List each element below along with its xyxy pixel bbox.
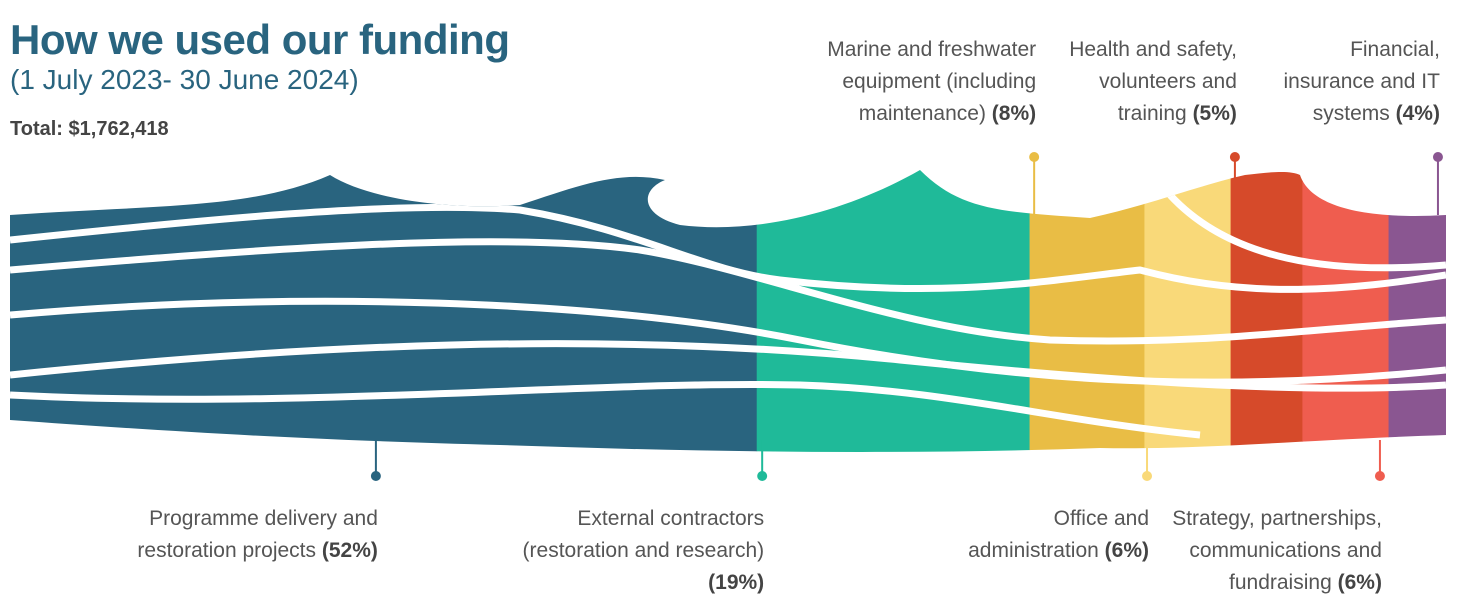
segment <box>1388 170 1446 452</box>
segment-label: Office and administration (6%) <box>964 503 1149 567</box>
segment-label: External contractors (restoration and re… <box>519 503 765 599</box>
segment-label: Strategy, partnerships, communications a… <box>1107 503 1382 599</box>
value-label: (19%) <box>708 571 765 594</box>
pin-dot <box>1374 471 1385 481</box>
wave-lines <box>10 192 1446 439</box>
category-name: Marine and freshwater equipment (includi… <box>827 38 1037 125</box>
category-name: Health and safety, volunteers and traini… <box>1069 38 1237 125</box>
total-prefix: Total: <box>10 118 63 140</box>
pin-dot <box>757 471 768 481</box>
category-name: Strategy, partnerships, communications a… <box>1172 507 1382 594</box>
segment <box>10 170 758 452</box>
total-value: $1,762,418 <box>68 118 169 140</box>
pin-dot <box>1029 152 1040 162</box>
segment <box>1302 170 1390 452</box>
category-name: External contractors (restoration and re… <box>522 507 765 562</box>
category-name: Programme delivery and restoration proje… <box>137 507 378 562</box>
value-label: (6%) <box>1104 539 1150 562</box>
pin-group <box>370 152 1443 481</box>
chart-subtitle: (1 July 2023- 30 June 2024) <box>10 64 359 95</box>
segment-label: Marine and freshwater equipment (includi… <box>761 34 1036 130</box>
pin-dot <box>370 471 381 481</box>
value-label: (8%) <box>991 102 1037 125</box>
pin-dot <box>1432 152 1443 162</box>
segment <box>756 170 1031 452</box>
segment-label: Financial, insurance and IT systems (4%) <box>1260 34 1440 130</box>
pin-dot <box>1229 152 1240 162</box>
value-label: (6%) <box>1337 571 1382 594</box>
segment <box>1230 170 1303 452</box>
category-name: Financial, insurance and IT systems <box>1283 38 1440 125</box>
segment-label: Health and safety, volunteers and traini… <box>1052 34 1237 130</box>
chart-title: How we used our funding <box>10 16 510 63</box>
band-group <box>10 170 1446 452</box>
segment <box>1144 170 1232 452</box>
pin-dot <box>1142 471 1153 481</box>
value-label: (52%) <box>321 539 378 562</box>
value-label: (5%) <box>1192 102 1237 125</box>
total: Total: $1,762,418 <box>10 118 169 141</box>
segment-label: Programme delivery and restoration proje… <box>68 503 378 567</box>
value-label: (4%) <box>1395 102 1440 125</box>
category-name: Office and administration <box>968 507 1150 562</box>
